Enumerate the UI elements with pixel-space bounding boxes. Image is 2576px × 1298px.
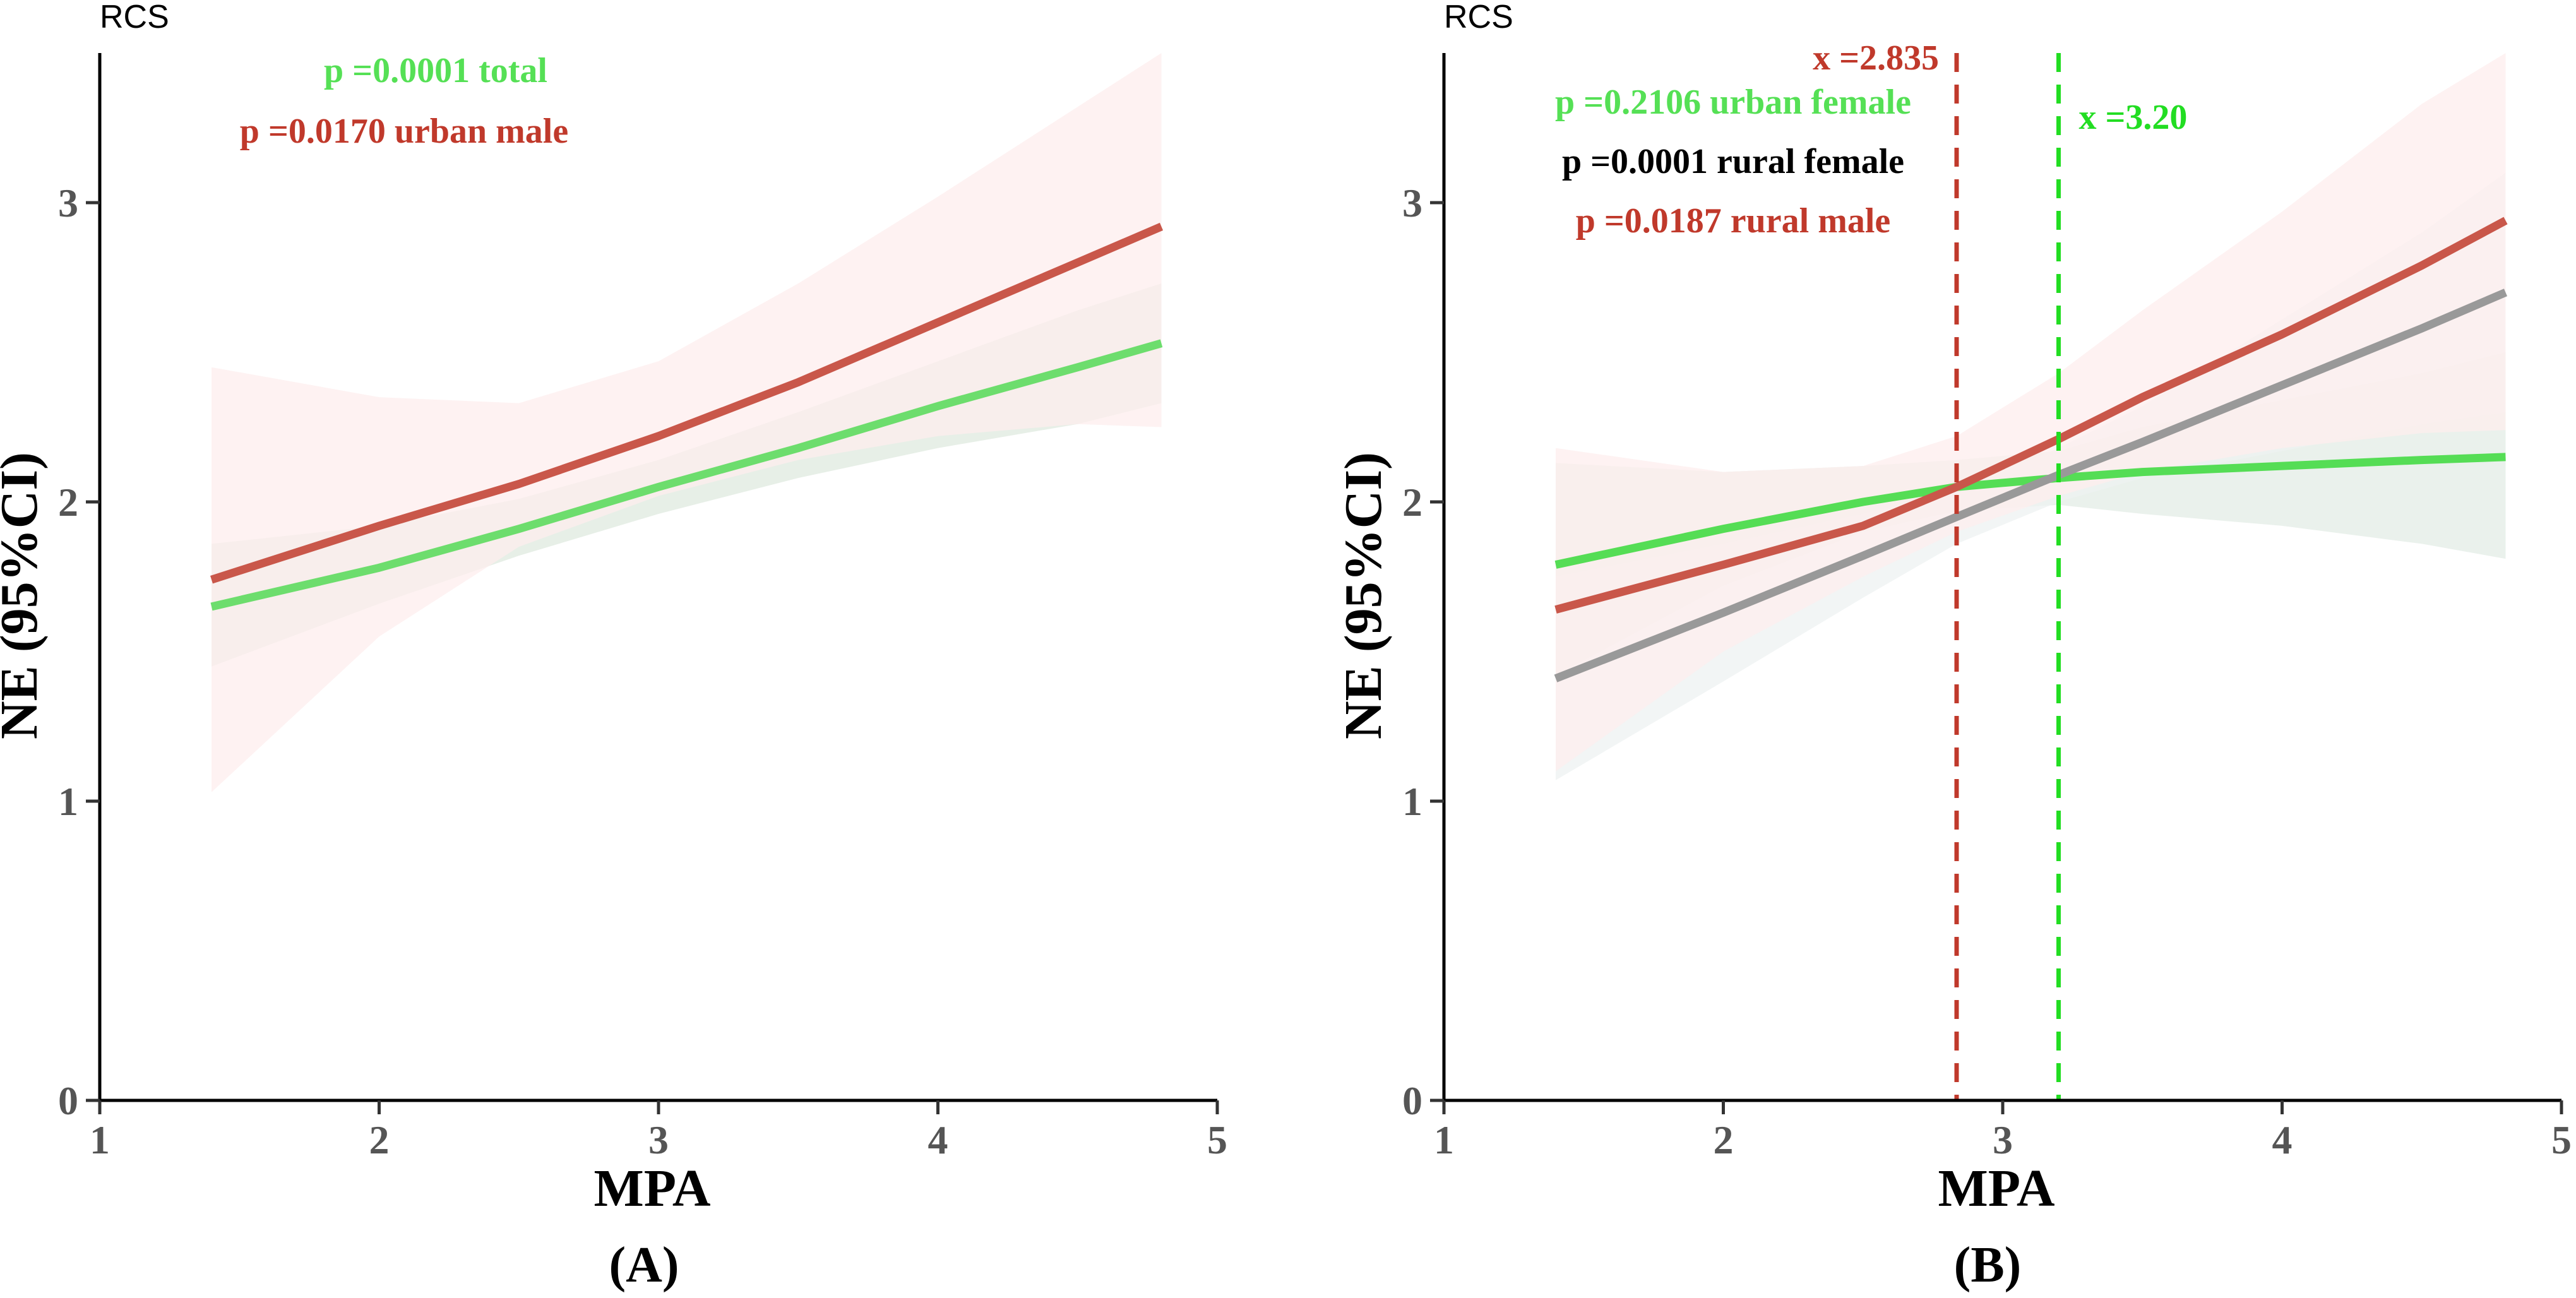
panel-label: (B) xyxy=(1954,1237,2022,1293)
x-tick-label: 2 xyxy=(1714,1117,1734,1162)
p-value-annotation: p =0.0187 rural male xyxy=(1576,201,1891,241)
y-tick-label: 3 xyxy=(58,181,78,225)
x-tick-label: 4 xyxy=(2272,1117,2293,1162)
rcs-label: RCS xyxy=(100,0,169,35)
x-tick-label: 1 xyxy=(1434,1117,1454,1162)
y-tick-label: 2 xyxy=(1402,480,1422,525)
x-tick-label: 4 xyxy=(928,1117,948,1162)
x-axis-title: MPA xyxy=(593,1159,710,1218)
y-axis-title: NE (95%CI) xyxy=(1334,452,1393,739)
p-value-annotation: p =0.0001 rural female xyxy=(1562,142,1904,181)
panel-label: (A) xyxy=(609,1237,679,1293)
x-tick-label: 2 xyxy=(369,1117,390,1162)
y-tick-label: 0 xyxy=(58,1078,78,1123)
ci-band-rural-male xyxy=(1556,53,2506,771)
y-tick-label: 1 xyxy=(1402,779,1422,824)
x-tick-label: 1 xyxy=(90,1117,110,1162)
rcs-label: RCS xyxy=(1444,0,1513,35)
p-value-annotation: p =0.0001 total xyxy=(324,51,547,90)
y-tick-label: 3 xyxy=(1402,181,1422,225)
x-tick-label: 3 xyxy=(1993,1117,2013,1162)
p-value-annotation: p =0.2106 urban female xyxy=(1555,83,1911,122)
y-tick-label: 2 xyxy=(58,480,78,525)
y-axis-title: NE (95%CI) xyxy=(0,452,49,739)
x-tick-label: 3 xyxy=(648,1117,669,1162)
reference-line-label: x =2.835 xyxy=(1813,39,1939,78)
p-value-annotation: p =0.0170 urban male xyxy=(240,112,568,151)
y-tick-label: 1 xyxy=(58,779,78,824)
x-tick-label: 5 xyxy=(1207,1117,1227,1162)
reference-line-label: x =3.20 xyxy=(2079,98,2188,137)
y-tick-label: 0 xyxy=(1402,1078,1422,1123)
x-axis-title: MPA xyxy=(1938,1159,2054,1218)
x-tick-label: 5 xyxy=(2551,1117,2572,1162)
series-line-total xyxy=(210,339,1163,611)
series-line-urban-male xyxy=(210,222,1164,584)
